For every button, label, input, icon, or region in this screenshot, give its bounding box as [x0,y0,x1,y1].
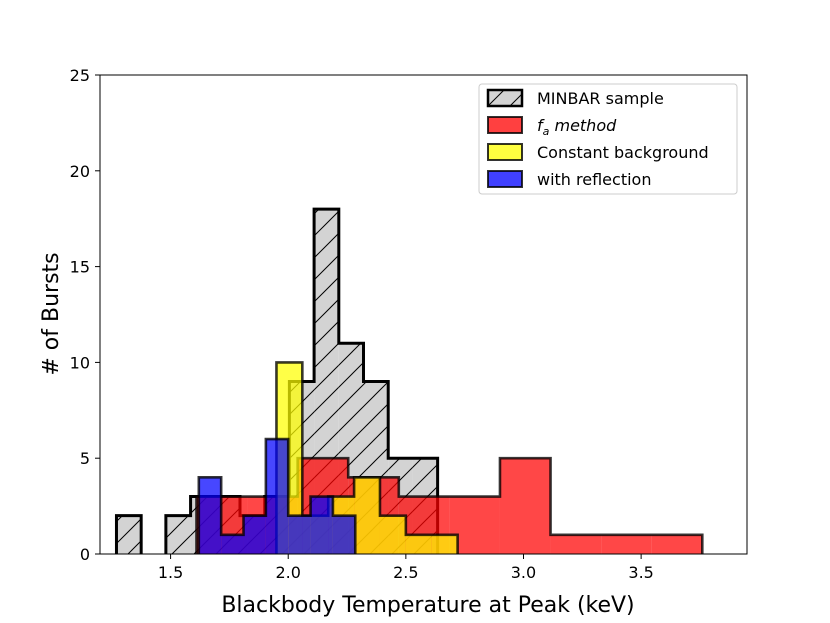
legend-label: Constant background [537,143,709,162]
y-tick-label: 15 [70,258,90,277]
x-tick-label: 3.0 [511,563,536,582]
bar [405,534,432,554]
y-tick-label: 25 [70,66,90,85]
bars-layer [114,207,704,554]
y-tick-label: 0 [80,545,90,564]
bar [379,515,406,554]
series-outline [197,437,357,554]
bar [431,534,458,554]
y-tick-label: 5 [80,449,90,468]
bar [550,534,602,554]
x-tick-label: 2.5 [393,563,418,582]
plot-frame [99,74,748,555]
bar [288,515,311,554]
y-tick-label: 20 [70,162,90,181]
bar [198,477,222,554]
bar [354,477,380,554]
x-axis-label: Blackbody Temperature at Peak (keV) [221,593,634,618]
legend-label: fa method [537,116,617,138]
legend-item-constant-background: Constant background [487,143,709,162]
series-with-reflection [197,437,357,554]
legend-label: MINBAR sample [537,89,664,108]
y-axis-label: # of Bursts [39,252,64,375]
bar [221,534,244,554]
y-axis: 0 5 10 15 20 25 [70,66,100,564]
bar [165,515,191,554]
bar [651,534,703,554]
legend-item-minbar-sample: MINBAR sample [486,88,664,108]
y-tick-label: 10 [70,353,90,372]
bar [499,458,551,554]
legend-item-with-reflection: with reflection [487,170,651,189]
bar [243,515,266,554]
x-tick-label: 3.5 [628,563,653,582]
bar [265,439,289,554]
x-tick-label: 1.5 [158,563,183,582]
legend-swatch [486,88,524,108]
bar [601,534,652,554]
legend-swatch [487,143,523,161]
legend-frame [478,83,738,195]
legend-swatch [487,170,523,188]
bar [310,496,333,554]
x-tick-label: 2.0 [275,563,300,582]
x-axis: 1.5 2.0 2.5 3.0 3.5 [158,554,654,582]
legend-item-f-a-method: fa method [487,116,617,138]
legend: MINBAR sample fa method Constant backgroun… [478,83,738,195]
legend-swatch [487,116,523,134]
series-outline [275,361,459,554]
bar [332,515,356,554]
bar [116,515,142,554]
legend-label: with reflection [537,170,651,189]
